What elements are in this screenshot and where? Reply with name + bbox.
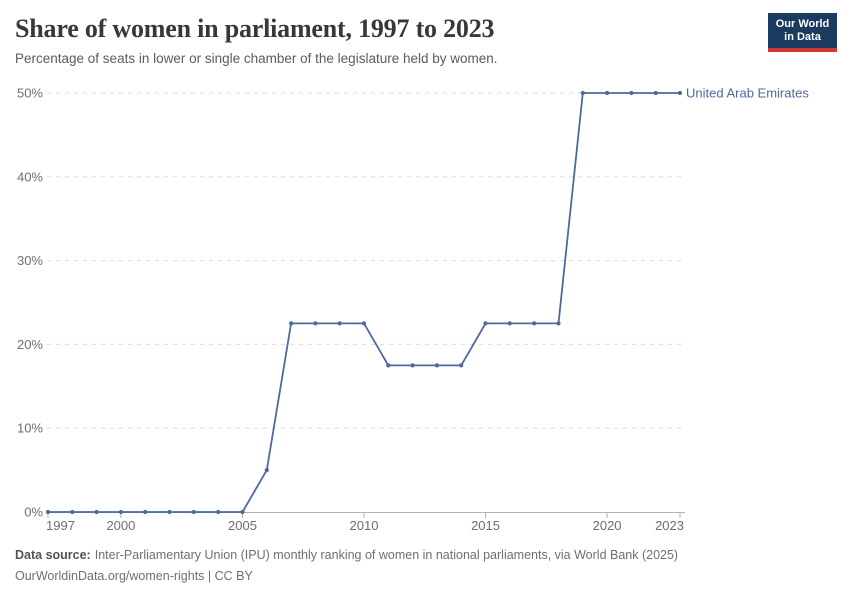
series-point[interactable]: [459, 363, 464, 368]
y-axis-tick-label: 40%: [17, 169, 43, 184]
series-point[interactable]: [386, 363, 391, 368]
series-point[interactable]: [143, 509, 148, 515]
series-point[interactable]: [313, 321, 318, 326]
series-entity-label[interactable]: United Arab Emirates: [686, 86, 809, 101]
x-axis-tick-label: 1997: [46, 518, 75, 533]
series-point[interactable]: [94, 509, 99, 515]
series-point[interactable]: [532, 321, 537, 326]
series-point[interactable]: [70, 509, 75, 515]
series-point[interactable]: [167, 509, 172, 515]
series-point[interactable]: [240, 509, 245, 515]
page-title: Share of women in parliament, 1997 to 20…: [15, 14, 495, 43]
series-point[interactable]: [653, 90, 658, 96]
series-point[interactable]: [216, 509, 221, 515]
series-point[interactable]: [118, 509, 123, 515]
series-point[interactable]: [507, 321, 512, 326]
series-point[interactable]: [361, 321, 367, 326]
series-point[interactable]: [289, 321, 294, 326]
series-point[interactable]: [434, 363, 439, 368]
owid-logo-text-line1: Our World: [775, 17, 830, 30]
x-axis-tick-label: 2015: [471, 518, 500, 533]
data-source-text: Inter-Parliamentary Union (IPU) monthly …: [94, 548, 679, 562]
data-source-label: Data source:: [15, 548, 91, 562]
x-axis-tick-label: 2023: [655, 518, 684, 533]
series-point[interactable]: [45, 509, 51, 515]
y-axis-tick-label: 0%: [24, 505, 43, 520]
x-axis-tick-label: 2000: [106, 518, 135, 533]
y-axis-tick-label: 10%: [17, 421, 43, 436]
chart-subtitle: Percentage of seats in lower or single c…: [15, 51, 498, 66]
series-line[interactable]: [47, 92, 681, 513]
x-axis-tick-label: 2010: [350, 518, 379, 533]
series-point[interactable]: [677, 90, 683, 96]
series-point[interactable]: [580, 90, 585, 96]
owid-logo-text-line2: in Data: [784, 30, 821, 43]
series-point[interactable]: [556, 321, 561, 326]
series-point[interactable]: [337, 321, 342, 326]
series-point[interactable]: [605, 90, 610, 96]
data-source-line: Data source: Inter-Parliamentary Union (I…: [15, 545, 835, 566]
y-axis-tick-label: 20%: [17, 337, 43, 352]
footer-url[interactable]: OurWorldinData.org/women-rights | CC BY: [15, 569, 253, 583]
chart-footer: Data source: Inter-Parliamentary Union (I…: [15, 545, 835, 587]
series-point[interactable]: [483, 321, 488, 326]
x-axis-tick-label: 2005: [228, 518, 257, 533]
series-point[interactable]: [629, 90, 634, 96]
series-point[interactable]: [191, 509, 196, 515]
y-axis-tick-label: 30%: [17, 253, 43, 268]
owid-logo[interactable]: Our World in Data: [768, 13, 837, 52]
series-point[interactable]: [264, 468, 269, 473]
x-axis-tick-label: 2020: [593, 518, 622, 533]
series-point[interactable]: [410, 363, 415, 368]
y-axis-tick-label: 50%: [17, 86, 43, 101]
